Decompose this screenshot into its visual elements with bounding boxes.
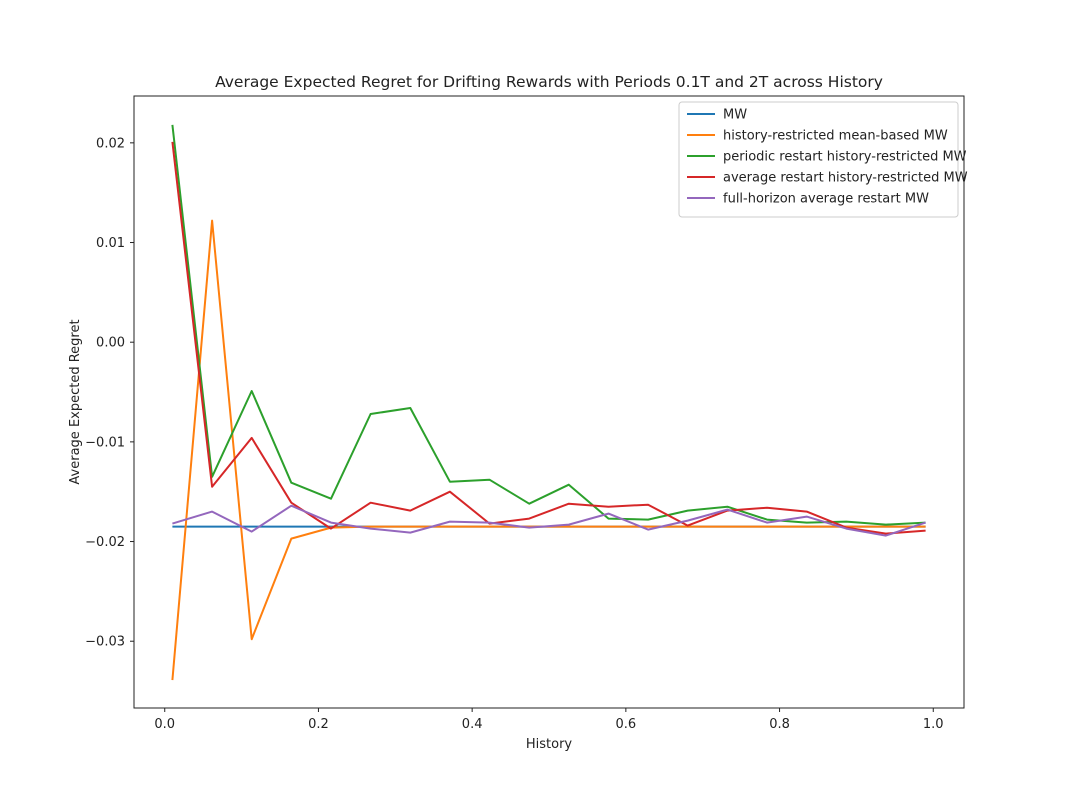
legend: MW history-restricted mean-based MW period… [678,101,968,218]
x-axis-label: History [526,737,573,752]
x-axis-ticks: 0.0 0.2 0.4 0.6 0.8 1.0 [154,708,944,732]
series-line-4 [171,141,926,535]
x-tick-label: 0.0 [154,717,175,732]
legend-label: history-restricted mean-based MW [723,129,948,144]
x-tick-label: 0.4 [462,717,483,732]
series-line-3 [171,124,926,526]
x-tick-label: 0.2 [308,717,329,732]
x-tick-label: 0.8 [769,717,790,732]
chart-title: Average Expected Regret for Drifting Rew… [215,73,883,91]
series-line-5 [172,504,926,537]
plot-frame [133,95,965,709]
x-tick-label: 1.0 [923,717,944,732]
y-tick-label: 0.01 [96,236,125,251]
y-tick-label: 0.02 [96,136,125,151]
x-tick-label: 0.6 [616,717,637,732]
y-tick-label: −0.02 [85,535,125,550]
legend-label: periodic restart history-restricted MW [723,150,967,165]
legend-label: full-horizon average restart MW [723,192,929,207]
series-layer [171,124,926,681]
y-tick-label: −0.03 [85,635,125,650]
y-axis-label: Average Expected Regret [68,319,83,484]
y-tick-label: −0.01 [85,435,125,450]
legend-label: MW [723,108,747,123]
legend-box [678,101,959,218]
y-axis-ticks: −0.03 −0.02 −0.01 0.00 0.01 0.02 [85,136,134,650]
y-tick-label: 0.00 [96,336,125,351]
legend-label: average restart history-restricted MW [723,171,968,186]
